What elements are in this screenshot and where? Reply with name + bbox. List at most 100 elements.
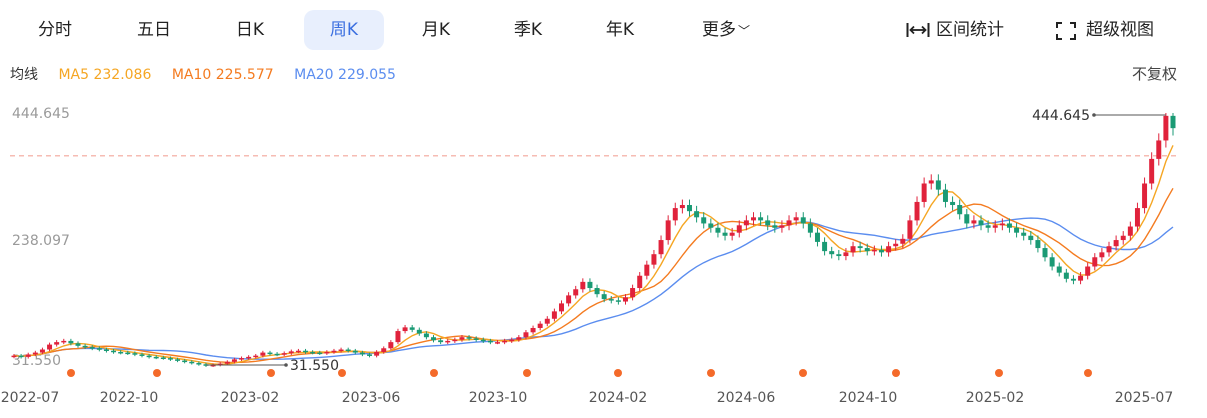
candle-body [47,344,53,350]
x-axis-label: 2023-06 [342,390,401,406]
candle-body [1078,275,1084,281]
candle-body [18,355,24,358]
candle-body [217,363,223,366]
candle-body [438,340,444,343]
candle-body [338,349,344,352]
candle-body [551,311,557,319]
candle-body [871,249,877,252]
candle-body [1028,235,1034,241]
candle-body [395,331,401,343]
tab-weekly-k[interactable]: 周K [304,10,384,50]
candle-body [167,358,173,360]
candle-body [1134,208,1140,227]
candle-body [615,300,621,302]
candle-body [231,359,237,362]
candle-body [281,353,287,355]
candle-body [878,249,884,253]
candle-body [800,217,806,224]
candle-body [1149,158,1155,184]
candle-body [473,338,479,340]
x-axis-label: 2023-02 [221,390,280,406]
event-marker [892,369,900,377]
tab-yearly-k[interactable]: 年K [605,20,635,40]
candle-body [146,355,152,358]
tab-intraday[interactable]: 分时 [38,20,72,40]
candle-body [495,342,500,344]
candle-body [61,340,67,343]
event-marker [799,369,807,377]
candle-body [82,345,88,348]
max-callout-dot [1092,113,1096,117]
range-arrow-icon [906,23,930,37]
min-callout-label: 31.550 [290,358,339,374]
candle-body [359,352,365,355]
candle-body [352,350,358,353]
min-callout-dot [284,363,288,367]
legend-ma5: MA5 232.086 [58,67,152,83]
candle-body [125,352,131,355]
candle-body [189,361,195,364]
candle-body [1099,252,1105,258]
candle-body [836,254,842,257]
candle-body [402,327,408,332]
candle-body [274,353,280,356]
event-marker [267,369,275,377]
candle-body [644,264,650,276]
legend-ma20: MA20 229.055 [294,67,396,83]
tab-daily-k[interactable]: 日K [235,20,265,40]
candle-body [957,205,963,215]
candle-body [765,220,771,226]
candle-body [1092,257,1098,267]
candle-body [1049,257,1055,267]
candle-body [559,303,564,312]
candle-body [637,275,643,289]
candle-body [1156,140,1162,159]
candle-body [679,205,685,209]
tab-five-day[interactable]: 五日 [137,20,171,40]
ma-legend: 均线 MA5 232.086 MA10 225.577 MA20 229.055 [10,64,412,84]
candle-body [630,288,636,298]
candle-body [1163,115,1169,141]
candle-body [374,351,380,356]
candle-body [786,220,792,226]
candle-body [239,358,245,360]
candle-body [416,329,422,334]
candle-body [623,297,628,302]
candle-body [687,205,692,212]
price-adjust-toggle[interactable]: 不复权 [1131,65,1177,83]
range-stats-button[interactable]: 区间统计 [906,10,1026,50]
candle-body [1042,248,1048,258]
candle-body [857,246,863,249]
event-marker [338,369,346,377]
candle-body [921,183,927,202]
tab-more-label: 更多 [701,20,736,40]
candle-body [480,339,486,342]
candle-body [950,201,956,206]
candle-body [303,350,309,353]
super-view-button[interactable]: 超级视图 [1056,10,1176,50]
super-view-label: 超级视图 [1086,20,1154,40]
candle-body [942,189,948,202]
candle-body [111,350,117,353]
candle-body [736,225,742,233]
candle-body [893,243,899,247]
candle-body [530,327,536,333]
candle-body [672,208,678,221]
candle-body [928,180,934,184]
x-axis-label: 2025-02 [966,390,1025,406]
candle-body [900,238,906,244]
candle-body [743,220,749,226]
candle-body [132,353,138,355]
ma10-line [13,187,1174,364]
tab-quarterly-k[interactable]: 季K [513,20,543,40]
candle-body [523,332,529,338]
candle-body [196,363,202,365]
candle-body [537,323,543,328]
tab-more[interactable]: 更多 ﹀ [686,10,766,50]
tab-monthly-k[interactable]: 月K [421,20,451,40]
candle-body [608,299,614,301]
ma20-line [13,217,1174,360]
candle-body [260,352,266,356]
ma5-line [13,145,1174,366]
candle-body [1006,223,1012,228]
